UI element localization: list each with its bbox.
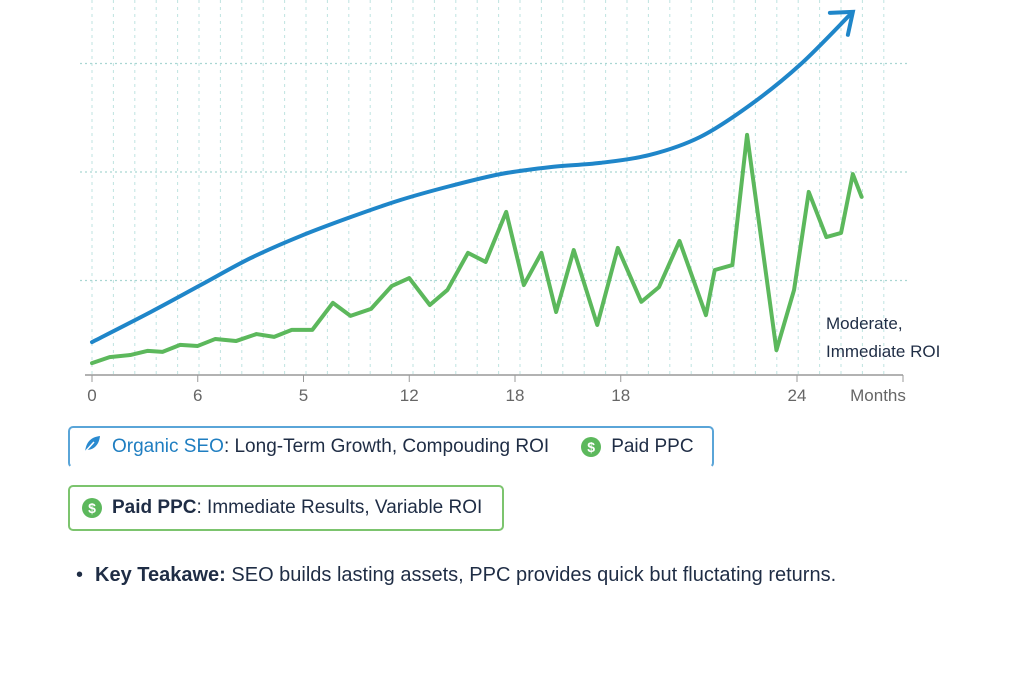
x-tick-labels: 0 6 5 12 18 18 24 Months: [87, 386, 906, 405]
dollar-icon: $: [581, 437, 602, 457]
legend-ppc-desc: : Immediate Results, Variable ROI: [196, 497, 483, 518]
x-tick-label: 5: [299, 386, 308, 405]
annotation-line2: Immediate ROI: [826, 342, 941, 361]
legend-ppc-name: Paid PPC: [112, 497, 197, 518]
dollar-icon: $: [82, 498, 102, 518]
x-axis: [85, 374, 904, 382]
x-tick-label: 12: [400, 386, 419, 405]
x-axis-label: Months: [850, 386, 906, 405]
roi-line-chart: 0 6 5 12 18 18 24 Months: [80, 0, 910, 405]
legend-paid-ppc: $ Paid PPC : Immediate Results, Variable…: [68, 485, 504, 531]
bullet: •: [76, 564, 84, 586]
legend-seo-name: Organic SEO: [112, 436, 224, 457]
series-lines: [90, 9, 864, 366]
x-tick-label: 18: [506, 386, 525, 405]
x-tick-label: 18: [611, 386, 630, 405]
x-tick-label: 24: [788, 386, 807, 405]
series-line-paid-ppc: [90, 132, 864, 366]
grid: [80, 0, 910, 375]
key-takeaway: • Key Teakawe: SEO builds lasting assets,…: [76, 564, 836, 587]
takeaway-text: SEO builds lasting assets, PPC provides …: [225, 564, 837, 586]
leaf-icon: [82, 434, 102, 460]
arrow-head-icon: [827, 9, 856, 37]
legend-ppc-short: Paid PPC: [611, 436, 694, 457]
x-tick-label: 0: [87, 386, 96, 405]
x-tick-label: 6: [193, 386, 202, 405]
annotation-line1: Moderate,: [826, 314, 903, 333]
series-line-organic-seo: [90, 12, 852, 345]
legend-seo-desc: : Long-Term Growth, Compouding ROI: [223, 436, 550, 457]
takeaway-label: Key Teakawe:: [95, 564, 226, 586]
legend-organic-seo: Organic SEO : Long-Term Growth, Compoudi…: [68, 426, 714, 468]
